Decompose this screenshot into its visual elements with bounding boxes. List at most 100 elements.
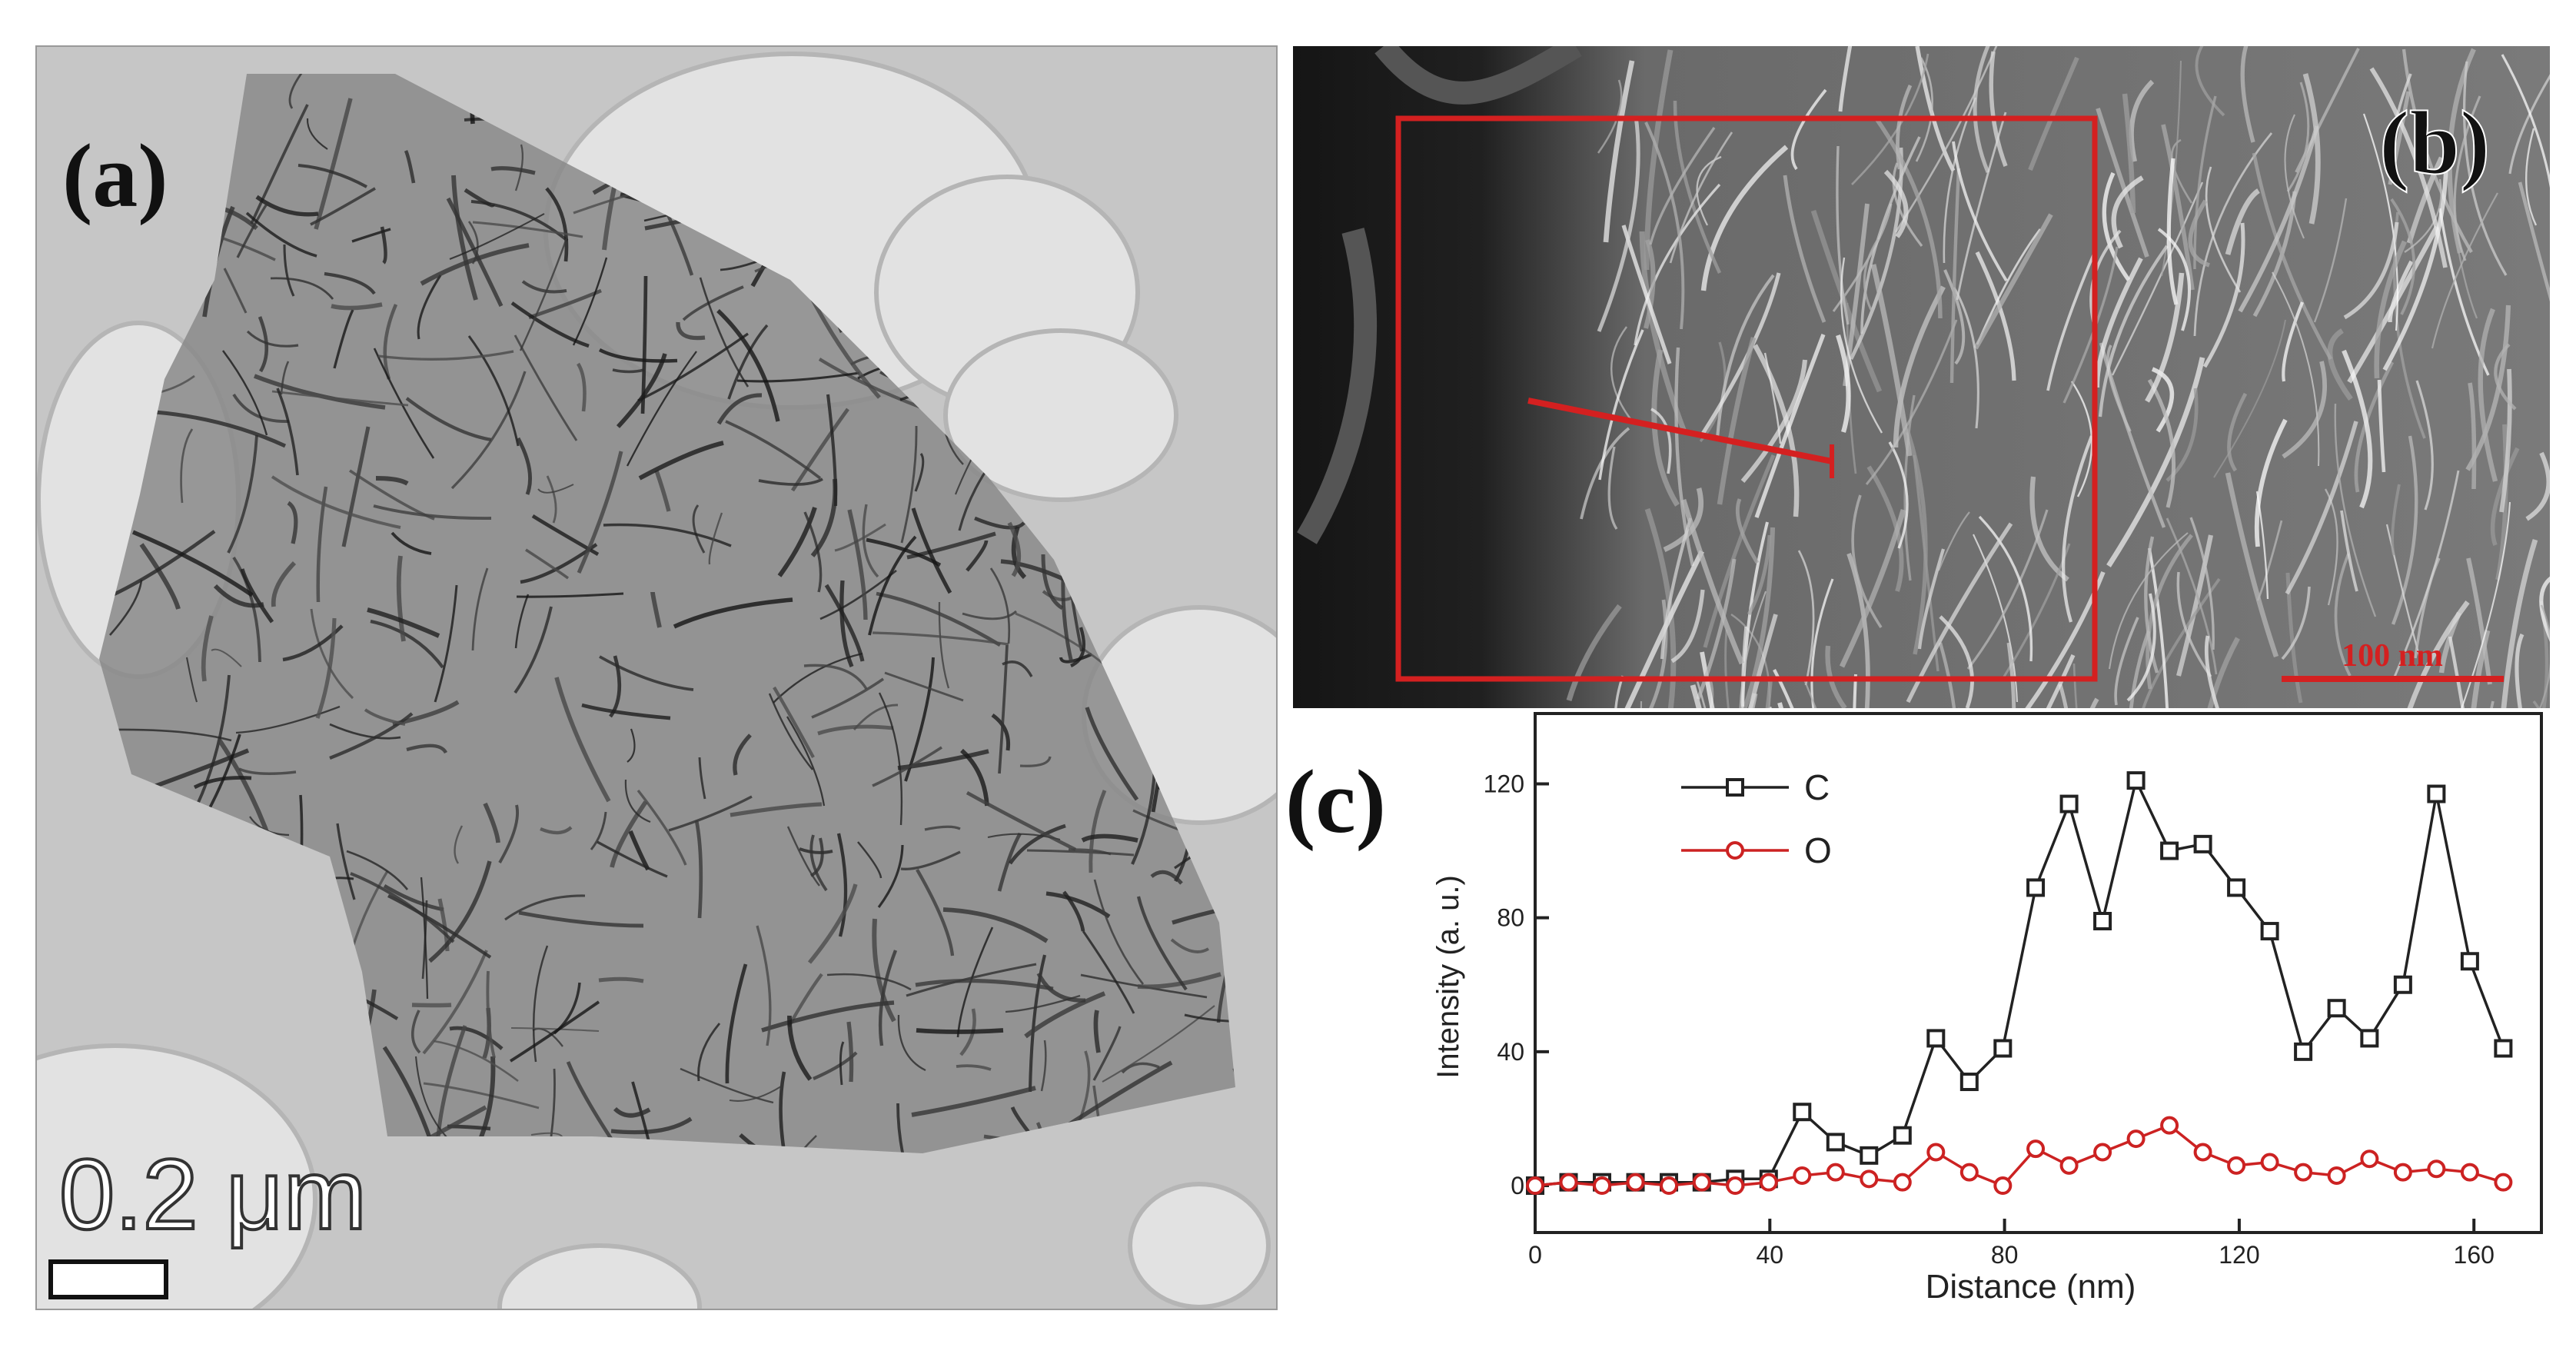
fiber [2490,447,2520,546]
wrinkle [853,704,899,730]
wrinkle [654,470,671,512]
fiber [1644,121,1685,330]
fiber [2072,663,2078,708]
fiber [1690,684,1702,708]
wrinkle [396,555,406,642]
wrinkle [1062,890,1085,932]
wrinkle [809,837,824,877]
wrinkle [383,883,444,912]
wrinkle [1009,823,1066,865]
wrinkle [464,188,495,208]
wrinkle [428,860,492,963]
wrinkle [387,894,492,959]
wrinkle [1082,930,1135,1014]
fiber [2204,635,2219,708]
wrinkle [826,973,912,991]
wrinkle [725,963,748,1084]
fiber [2106,357,2205,567]
wrinkle [472,221,583,238]
marker [2059,1156,2079,1175]
wrinkle [341,426,371,547]
fiber [1883,169,1909,238]
wrinkle [1028,954,1046,1093]
fiber [1747,534,1772,616]
chart: 0 40 80 120 160 0 40 80 120 Distance (nm) Intensit… [1431,767,2513,1306]
wrinkle [577,362,587,412]
wrinkle [180,428,194,504]
wrinkle [245,211,317,258]
fiber [2525,128,2538,226]
wrinkle [373,348,435,459]
wrinkle [597,840,668,878]
fiber [2147,378,2175,508]
fiber [1989,51,2008,167]
wrinkle [324,271,376,295]
fiber [2202,222,2245,368]
x-tick-label: 80 [1991,1241,2019,1269]
fiber [2462,61,2508,276]
wrinkle [736,371,860,383]
tem-image [36,46,1277,1309]
wrinkle [471,567,489,651]
fiber [2388,91,2411,185]
wrinkle [483,802,500,843]
fiber [2148,547,2169,708]
wrinkle [331,302,383,311]
marker [2093,1143,2112,1162]
y-tick-label: 0 [1511,1172,1524,1199]
wrinkle [283,244,295,297]
marker [2327,1166,2346,1185]
marker [2360,1029,2379,1048]
wrinkle [1024,991,1106,1039]
wrinkle [240,568,274,624]
fiber [1873,116,1943,319]
fiber [2111,181,2204,376]
wrinkle [514,606,553,694]
fiber [1949,168,1961,384]
fiber [1696,558,1737,700]
wrinkle [862,504,879,578]
legend-label: O [1804,830,1832,870]
marker [2427,784,2446,803]
fiber [2160,60,2182,277]
wrinkle [367,607,440,638]
wrinkle [410,1010,421,1054]
wrinkle [450,371,527,490]
wrinkle [246,330,299,348]
marker [2494,1173,2513,1192]
wrinkle [911,1086,1036,1117]
fiber [2166,517,2218,675]
wrinkle [449,1026,504,1050]
fiber [2225,472,2279,658]
stem-image [1293,46,2550,708]
wrinkle [998,644,1009,774]
wrinkle [846,1021,854,1083]
wrinkle [616,353,667,428]
marker [1993,1176,2013,1196]
wrinkle [521,280,567,294]
marker [2260,922,2279,941]
fiber [2252,152,2333,361]
marker [2460,1163,2479,1182]
wrinkle [545,187,569,262]
support-film [1297,46,1582,544]
wrinkle [1041,554,1064,610]
fiber [1851,494,1883,628]
fiber [1610,326,1631,420]
wrinkle [255,195,319,217]
wrinkle [956,927,994,1038]
wrinkle [698,757,706,800]
fiber [2058,684,2069,708]
wrinkle [1170,938,1210,953]
marker [1926,1143,1946,1162]
fiber [2374,240,2407,379]
fiber [1953,287,1979,429]
fiber [2478,308,2498,482]
wrinkle [109,579,143,636]
wrinkle [872,918,896,1023]
marker [2427,1159,2446,1179]
fiber [1839,509,1906,668]
marker [2126,771,2146,790]
fiber [2175,534,2214,677]
fiber [2282,301,2304,382]
